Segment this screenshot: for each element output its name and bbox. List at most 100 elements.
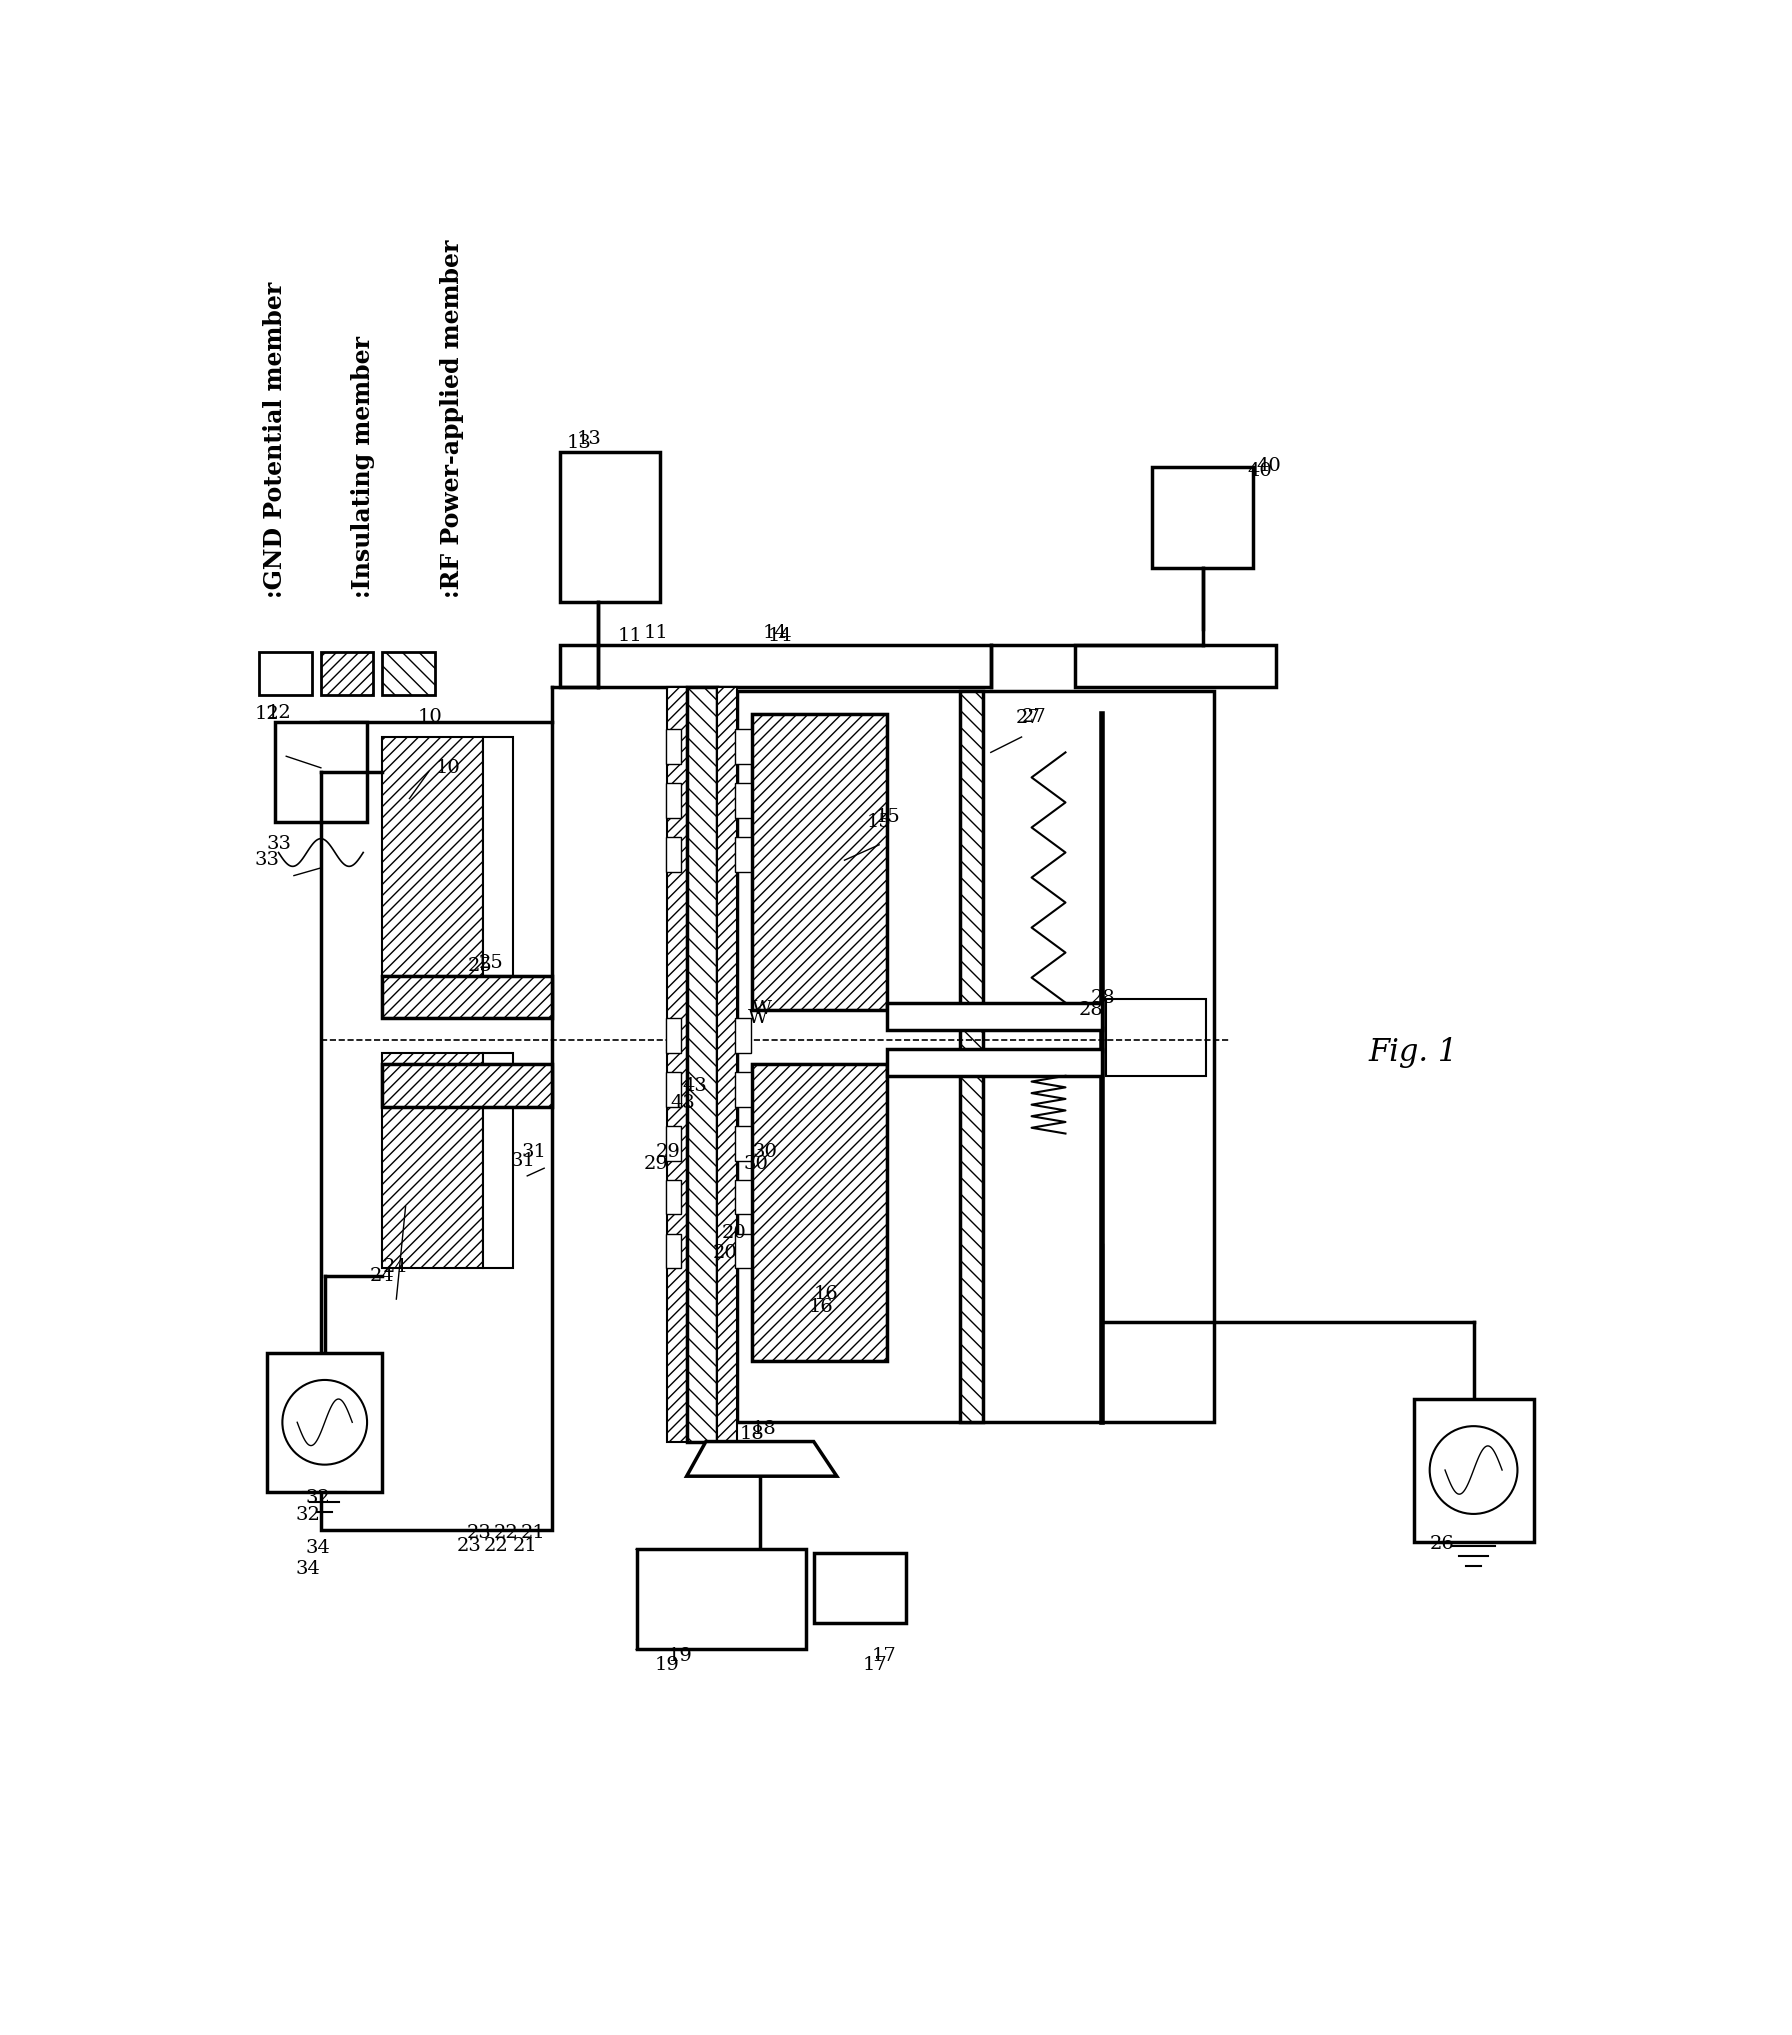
Bar xyxy=(267,1353,382,1492)
Bar xyxy=(382,653,435,694)
Bar xyxy=(735,729,751,763)
Text: 11: 11 xyxy=(643,625,668,643)
Text: 26: 26 xyxy=(1430,1534,1455,1553)
Bar xyxy=(382,975,552,1018)
Text: 16: 16 xyxy=(814,1284,839,1302)
Bar xyxy=(482,737,513,975)
Text: 28: 28 xyxy=(1079,1001,1104,1020)
Bar xyxy=(382,975,552,1018)
Bar xyxy=(735,783,751,818)
Text: 43: 43 xyxy=(670,1093,695,1111)
Text: 15: 15 xyxy=(867,812,891,830)
Text: 13: 13 xyxy=(566,433,591,452)
Text: 11: 11 xyxy=(616,627,642,645)
Bar xyxy=(814,1553,907,1622)
Text: 24: 24 xyxy=(382,1258,407,1276)
Text: 31: 31 xyxy=(511,1152,536,1170)
Bar xyxy=(887,1048,1102,1077)
Text: 18: 18 xyxy=(740,1424,765,1443)
Bar xyxy=(321,653,373,694)
Polygon shape xyxy=(686,1441,837,1475)
Text: 24: 24 xyxy=(371,1268,394,1284)
Bar xyxy=(753,1064,887,1361)
Bar xyxy=(961,690,984,1422)
Text: 19: 19 xyxy=(667,1646,692,1665)
Text: 27: 27 xyxy=(1021,708,1047,726)
Text: 33: 33 xyxy=(254,851,280,869)
Bar xyxy=(667,729,681,763)
Bar xyxy=(1152,468,1253,568)
Bar xyxy=(735,1180,751,1215)
Text: 20: 20 xyxy=(713,1243,738,1262)
Bar xyxy=(482,1052,513,1268)
Text: 22: 22 xyxy=(495,1524,520,1543)
Bar xyxy=(636,1549,806,1650)
Text: :Insulating member: :Insulating member xyxy=(351,336,375,598)
Text: 19: 19 xyxy=(654,1656,679,1675)
Bar xyxy=(717,688,737,1441)
Bar xyxy=(382,1064,552,1107)
Text: 21: 21 xyxy=(513,1536,538,1555)
Bar xyxy=(735,836,751,871)
Bar xyxy=(1075,645,1276,688)
Bar xyxy=(753,714,887,1009)
Text: Fig. 1: Fig. 1 xyxy=(1367,1038,1457,1068)
Text: W: W xyxy=(749,1009,769,1028)
Bar xyxy=(382,1052,482,1268)
Text: 14: 14 xyxy=(767,627,792,645)
Text: 29: 29 xyxy=(656,1142,681,1160)
Bar xyxy=(382,737,482,975)
Text: 28: 28 xyxy=(1091,989,1116,1007)
Text: 12: 12 xyxy=(267,704,292,722)
Bar xyxy=(667,1018,681,1052)
Text: 29: 29 xyxy=(643,1156,668,1174)
Text: 40: 40 xyxy=(1256,458,1281,476)
Text: 30: 30 xyxy=(753,1142,778,1160)
Text: 34: 34 xyxy=(305,1538,330,1557)
Text: 17: 17 xyxy=(864,1656,887,1675)
Bar xyxy=(753,1064,887,1361)
Text: 15: 15 xyxy=(874,808,900,826)
Bar xyxy=(735,1233,751,1268)
Text: 34: 34 xyxy=(296,1559,321,1577)
Bar xyxy=(1414,1400,1534,1543)
Bar xyxy=(667,688,686,1441)
Text: 32: 32 xyxy=(305,1490,330,1508)
Bar xyxy=(382,1064,552,1107)
Text: 16: 16 xyxy=(808,1298,833,1317)
Bar xyxy=(735,1072,751,1107)
Bar xyxy=(667,1233,681,1268)
Bar xyxy=(686,688,717,1441)
Bar xyxy=(559,452,659,602)
Text: 40: 40 xyxy=(1247,462,1272,480)
Bar xyxy=(667,1125,681,1160)
Text: 13: 13 xyxy=(577,429,602,448)
Bar xyxy=(737,690,1215,1422)
Bar xyxy=(260,653,312,694)
Text: W: W xyxy=(753,999,772,1018)
Text: 18: 18 xyxy=(753,1420,776,1439)
Text: 20: 20 xyxy=(720,1223,745,1241)
Text: 32: 32 xyxy=(296,1506,321,1524)
Bar xyxy=(667,1180,681,1215)
Bar xyxy=(667,783,681,818)
Bar xyxy=(667,1072,681,1107)
Bar xyxy=(735,1125,751,1160)
Text: 14: 14 xyxy=(763,625,787,643)
Text: 31: 31 xyxy=(521,1142,547,1160)
Bar xyxy=(667,836,681,871)
Text: 30: 30 xyxy=(744,1156,769,1174)
Text: 33: 33 xyxy=(267,834,292,853)
Bar xyxy=(1106,999,1206,1077)
Text: 22: 22 xyxy=(484,1536,509,1555)
Text: 12: 12 xyxy=(254,704,280,722)
Text: 43: 43 xyxy=(683,1077,708,1095)
Text: 25: 25 xyxy=(468,956,493,975)
Text: 23: 23 xyxy=(468,1524,493,1543)
Text: 23: 23 xyxy=(457,1536,482,1555)
Text: :GND Potential member: :GND Potential member xyxy=(263,283,287,598)
Text: 10: 10 xyxy=(418,708,443,726)
Bar xyxy=(321,722,552,1530)
Bar xyxy=(887,1003,1102,1030)
Bar xyxy=(274,722,367,822)
